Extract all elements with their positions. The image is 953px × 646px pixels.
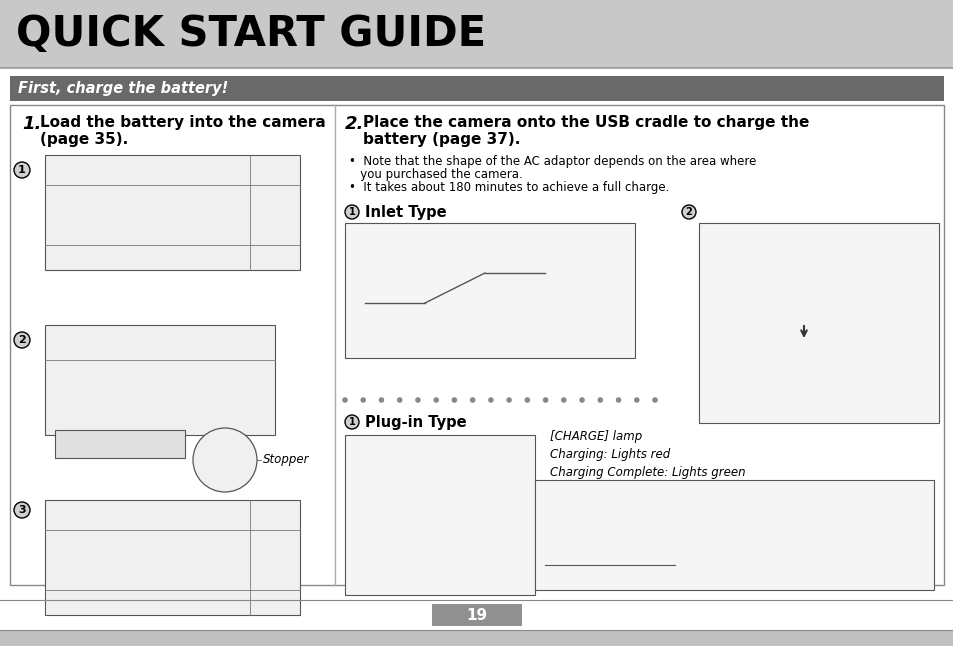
Text: 1: 1 <box>348 417 355 427</box>
Circle shape <box>634 397 639 403</box>
Bar <box>345 223 635 358</box>
Text: Inlet Type: Inlet Type <box>365 205 446 220</box>
Text: you purchased the camera.: you purchased the camera. <box>349 168 522 181</box>
Text: QUICK START GUIDE: QUICK START GUIDE <box>16 13 486 55</box>
Circle shape <box>597 397 602 403</box>
Text: First, charge the battery!: First, charge the battery! <box>18 81 228 96</box>
Bar <box>739 243 858 313</box>
Bar <box>595 278 624 338</box>
Text: 3: 3 <box>18 505 26 515</box>
Text: 2: 2 <box>685 207 692 217</box>
Bar <box>728 233 878 333</box>
Circle shape <box>14 162 30 178</box>
Text: Place the camera onto the USB cradle to charge the: Place the camera onto the USB cradle to … <box>363 115 808 130</box>
Bar <box>424 485 484 535</box>
Bar <box>699 223 938 423</box>
Circle shape <box>193 428 256 492</box>
Text: 1: 1 <box>348 207 355 217</box>
Circle shape <box>506 397 512 403</box>
Circle shape <box>615 397 620 403</box>
Text: 19: 19 <box>466 607 487 623</box>
Bar <box>555 510 675 555</box>
Circle shape <box>396 397 402 403</box>
Bar <box>375 470 399 520</box>
Bar <box>359 455 415 545</box>
Bar <box>45 325 274 435</box>
Text: •  Note that the shape of the AC adaptor depends on the area where: • Note that the shape of the AC adaptor … <box>349 155 756 168</box>
Bar <box>0 0 953 68</box>
Bar <box>432 604 521 626</box>
Text: 1.: 1. <box>22 115 41 133</box>
Text: Plug-in Type: Plug-in Type <box>365 415 466 430</box>
Text: (page 35).: (page 35). <box>40 132 128 147</box>
Text: 2: 2 <box>18 335 26 345</box>
Bar <box>0 630 953 646</box>
Text: [CHARGE] lamp
Charging: Lights red
Charging Complete: Lights green: [CHARGE] lamp Charging: Lights red Charg… <box>550 430 745 479</box>
Circle shape <box>14 502 30 518</box>
Circle shape <box>415 397 420 403</box>
Bar <box>375 278 424 313</box>
Text: Stopper: Stopper <box>263 453 309 466</box>
Circle shape <box>360 397 366 403</box>
Circle shape <box>342 397 348 403</box>
Circle shape <box>470 397 475 403</box>
Circle shape <box>378 397 384 403</box>
Circle shape <box>451 397 456 403</box>
Bar <box>10 105 943 585</box>
Text: 2.: 2. <box>345 115 364 133</box>
Circle shape <box>542 397 548 403</box>
Circle shape <box>433 397 438 403</box>
Bar <box>530 258 584 288</box>
Circle shape <box>524 397 530 403</box>
Text: •  It takes about 180 minutes to achieve a full charge.: • It takes about 180 minutes to achieve … <box>349 181 669 194</box>
Bar <box>55 430 185 458</box>
Bar <box>45 155 299 270</box>
Text: battery (page 37).: battery (page 37). <box>363 132 519 147</box>
Circle shape <box>681 205 696 219</box>
Circle shape <box>560 397 566 403</box>
Circle shape <box>345 205 358 219</box>
Circle shape <box>578 397 584 403</box>
Circle shape <box>652 397 658 403</box>
Text: 1: 1 <box>18 165 26 175</box>
Bar <box>10 76 943 101</box>
Text: Load the battery into the camera: Load the battery into the camera <box>40 115 325 130</box>
Bar <box>345 435 535 595</box>
Bar <box>45 500 299 615</box>
Bar <box>719 343 888 388</box>
Circle shape <box>488 397 493 403</box>
Circle shape <box>345 415 358 429</box>
Bar <box>535 480 933 590</box>
Circle shape <box>14 332 30 348</box>
